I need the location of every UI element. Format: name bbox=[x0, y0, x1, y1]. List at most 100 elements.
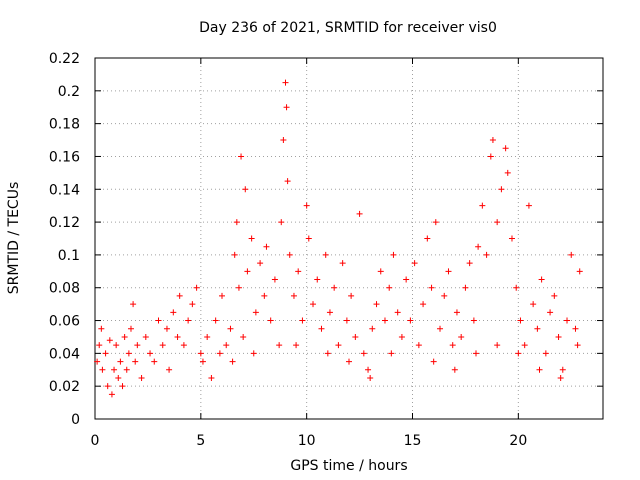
data-point bbox=[572, 325, 579, 332]
x-axis: 0 5 10 15 20 bbox=[91, 58, 527, 449]
data-point bbox=[356, 210, 363, 217]
data-point bbox=[132, 358, 139, 365]
data-point bbox=[223, 342, 230, 349]
data-point bbox=[185, 317, 192, 324]
data-point bbox=[283, 104, 290, 111]
data-point bbox=[193, 284, 200, 291]
data-point bbox=[487, 153, 494, 160]
data-point bbox=[530, 301, 537, 308]
plot-frame bbox=[94, 57, 604, 420]
data-point bbox=[388, 350, 395, 357]
data-point bbox=[242, 186, 249, 193]
data-point bbox=[424, 235, 431, 242]
data-point bbox=[324, 350, 331, 357]
data-point bbox=[286, 251, 293, 258]
data-point bbox=[534, 325, 541, 332]
data-point bbox=[174, 333, 181, 340]
data-point bbox=[498, 186, 505, 193]
data-point bbox=[106, 337, 113, 344]
data-point bbox=[170, 309, 177, 316]
data-point bbox=[335, 342, 342, 349]
data-point bbox=[331, 284, 338, 291]
data-point bbox=[547, 309, 554, 316]
data-point bbox=[180, 342, 187, 349]
data-point bbox=[96, 342, 103, 349]
data-point bbox=[125, 350, 132, 357]
data-point bbox=[99, 366, 106, 373]
data-point bbox=[305, 235, 312, 242]
data-point bbox=[445, 268, 452, 275]
data-point bbox=[271, 276, 278, 283]
data-point bbox=[403, 276, 410, 283]
data-point bbox=[98, 325, 105, 332]
data-point bbox=[574, 342, 581, 349]
data-point bbox=[199, 358, 206, 365]
x-tick-label: 15 bbox=[404, 433, 422, 449]
data-point bbox=[212, 317, 219, 324]
data-point bbox=[318, 325, 325, 332]
y-tick-label: 0.14 bbox=[49, 182, 80, 198]
y-tick-label: 0.06 bbox=[49, 314, 80, 330]
data-point bbox=[119, 383, 126, 390]
data-point bbox=[130, 301, 137, 308]
x-tick-label: 0 bbox=[91, 433, 100, 449]
data-point bbox=[343, 317, 350, 324]
data-point bbox=[123, 366, 130, 373]
data-point bbox=[369, 325, 376, 332]
data-point bbox=[339, 260, 346, 267]
x-tick-label: 5 bbox=[196, 433, 205, 449]
data-point bbox=[102, 350, 109, 357]
data-point bbox=[252, 309, 259, 316]
y-tick-label: 0.22 bbox=[49, 51, 80, 67]
data-point bbox=[127, 325, 134, 332]
data-point bbox=[386, 284, 393, 291]
data-point bbox=[238, 153, 245, 160]
data-point bbox=[278, 219, 285, 226]
data-point bbox=[377, 268, 384, 275]
data-point bbox=[233, 219, 240, 226]
y-tick-label: 0.18 bbox=[49, 117, 80, 133]
data-point bbox=[189, 301, 196, 308]
data-point bbox=[521, 342, 528, 349]
y-tick-label: 0.2 bbox=[58, 84, 80, 100]
y-axis: 0 0.02 0.04 0.06 0.08 0.1 0.12 0.14 0.16 0.18 0.2 0… bbox=[49, 51, 603, 428]
data-point bbox=[352, 333, 359, 340]
data-point bbox=[365, 366, 372, 373]
data-point bbox=[310, 301, 317, 308]
data-point bbox=[525, 202, 532, 209]
data-point bbox=[489, 137, 496, 144]
data-point bbox=[235, 284, 242, 291]
data-point bbox=[326, 309, 333, 316]
y-tick-label: 0.08 bbox=[49, 281, 80, 297]
data-point bbox=[248, 235, 255, 242]
chart-title: Day 236 of 2021, SRMTID for receiver vis… bbox=[199, 20, 497, 36]
data-point bbox=[284, 178, 291, 185]
data-point bbox=[504, 169, 511, 176]
data-point bbox=[458, 333, 465, 340]
data-point bbox=[303, 202, 310, 209]
data-point bbox=[94, 358, 101, 365]
data-point bbox=[282, 79, 289, 86]
data-point bbox=[451, 366, 458, 373]
data-point bbox=[502, 145, 509, 152]
data-point bbox=[494, 219, 501, 226]
data-point bbox=[564, 317, 571, 324]
data-point bbox=[276, 342, 283, 349]
data-point bbox=[415, 342, 422, 349]
data-point bbox=[542, 350, 549, 357]
data-point bbox=[229, 358, 236, 365]
data-point bbox=[515, 350, 522, 357]
data-point bbox=[115, 374, 122, 381]
data-point bbox=[147, 350, 154, 357]
data-point bbox=[159, 342, 166, 349]
data-point bbox=[398, 333, 405, 340]
data-point bbox=[557, 374, 564, 381]
data-point bbox=[576, 268, 583, 275]
data-point bbox=[113, 342, 120, 349]
data-point bbox=[227, 325, 234, 332]
y-axis-title: SRMTID / TECUs bbox=[6, 182, 22, 295]
data-point bbox=[257, 260, 264, 267]
data-point bbox=[322, 251, 329, 258]
data-point bbox=[299, 317, 306, 324]
